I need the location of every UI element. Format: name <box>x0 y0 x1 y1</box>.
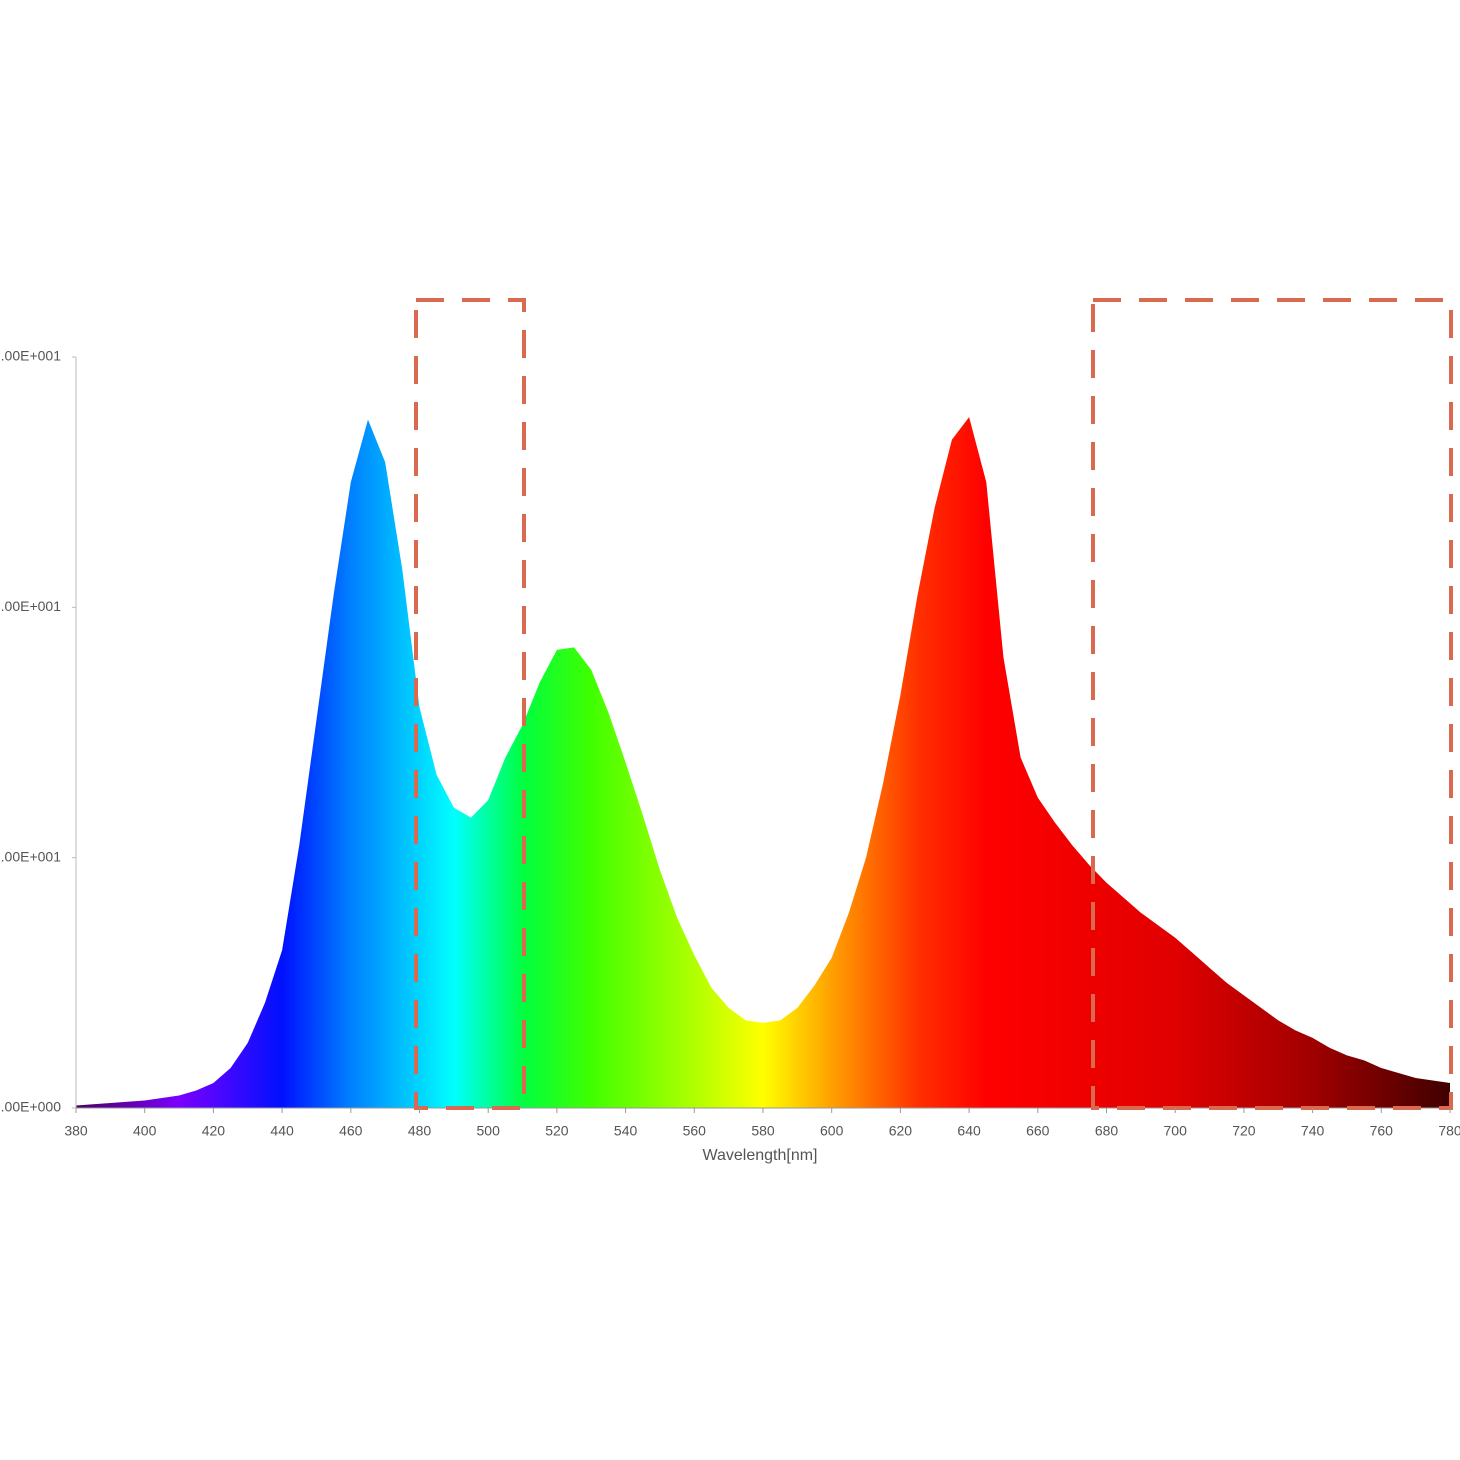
x-tick-label: 380 <box>64 1123 88 1139</box>
y-tick-label: 0.00E+000 <box>0 1099 61 1115</box>
y-tick-label: 1.00E+001 <box>0 848 61 864</box>
x-tick-label: 660 <box>1026 1123 1050 1139</box>
y-tick-label: 2.00E+001 <box>0 598 61 614</box>
spectrum-area <box>76 417 1450 1109</box>
x-tick-label: 400 <box>133 1123 157 1139</box>
x-tick-label: 440 <box>270 1123 294 1139</box>
x-tick-label: 540 <box>614 1123 638 1139</box>
x-tick-label: 420 <box>202 1123 226 1139</box>
x-tick-label: 720 <box>1232 1123 1256 1139</box>
x-tick-label: 760 <box>1370 1123 1394 1139</box>
highlight-box <box>1091 298 1453 1110</box>
x-tick-label: 580 <box>751 1123 775 1139</box>
x-tick-label: 480 <box>408 1123 432 1139</box>
x-tick-label: 560 <box>683 1123 707 1139</box>
x-axis-title: Wavelength[nm] <box>702 1147 817 1164</box>
x-tick-label: 740 <box>1301 1123 1325 1139</box>
x-tick-label: 600 <box>820 1123 844 1139</box>
x-tick-label: 460 <box>339 1123 363 1139</box>
x-tick-label: 620 <box>889 1123 913 1139</box>
x-tick-label: 700 <box>1164 1123 1188 1139</box>
highlight-box <box>414 298 526 1110</box>
x-tick-label: 640 <box>957 1123 981 1139</box>
plot-area <box>76 417 1450 1109</box>
x-tick-label: 520 <box>545 1123 569 1139</box>
x-tick-label: 500 <box>477 1123 501 1139</box>
x-tick-label: 780 <box>1438 1123 1460 1139</box>
y-tick-label: 3.00E+001 <box>0 348 61 364</box>
x-tick-label: 680 <box>1095 1123 1119 1139</box>
